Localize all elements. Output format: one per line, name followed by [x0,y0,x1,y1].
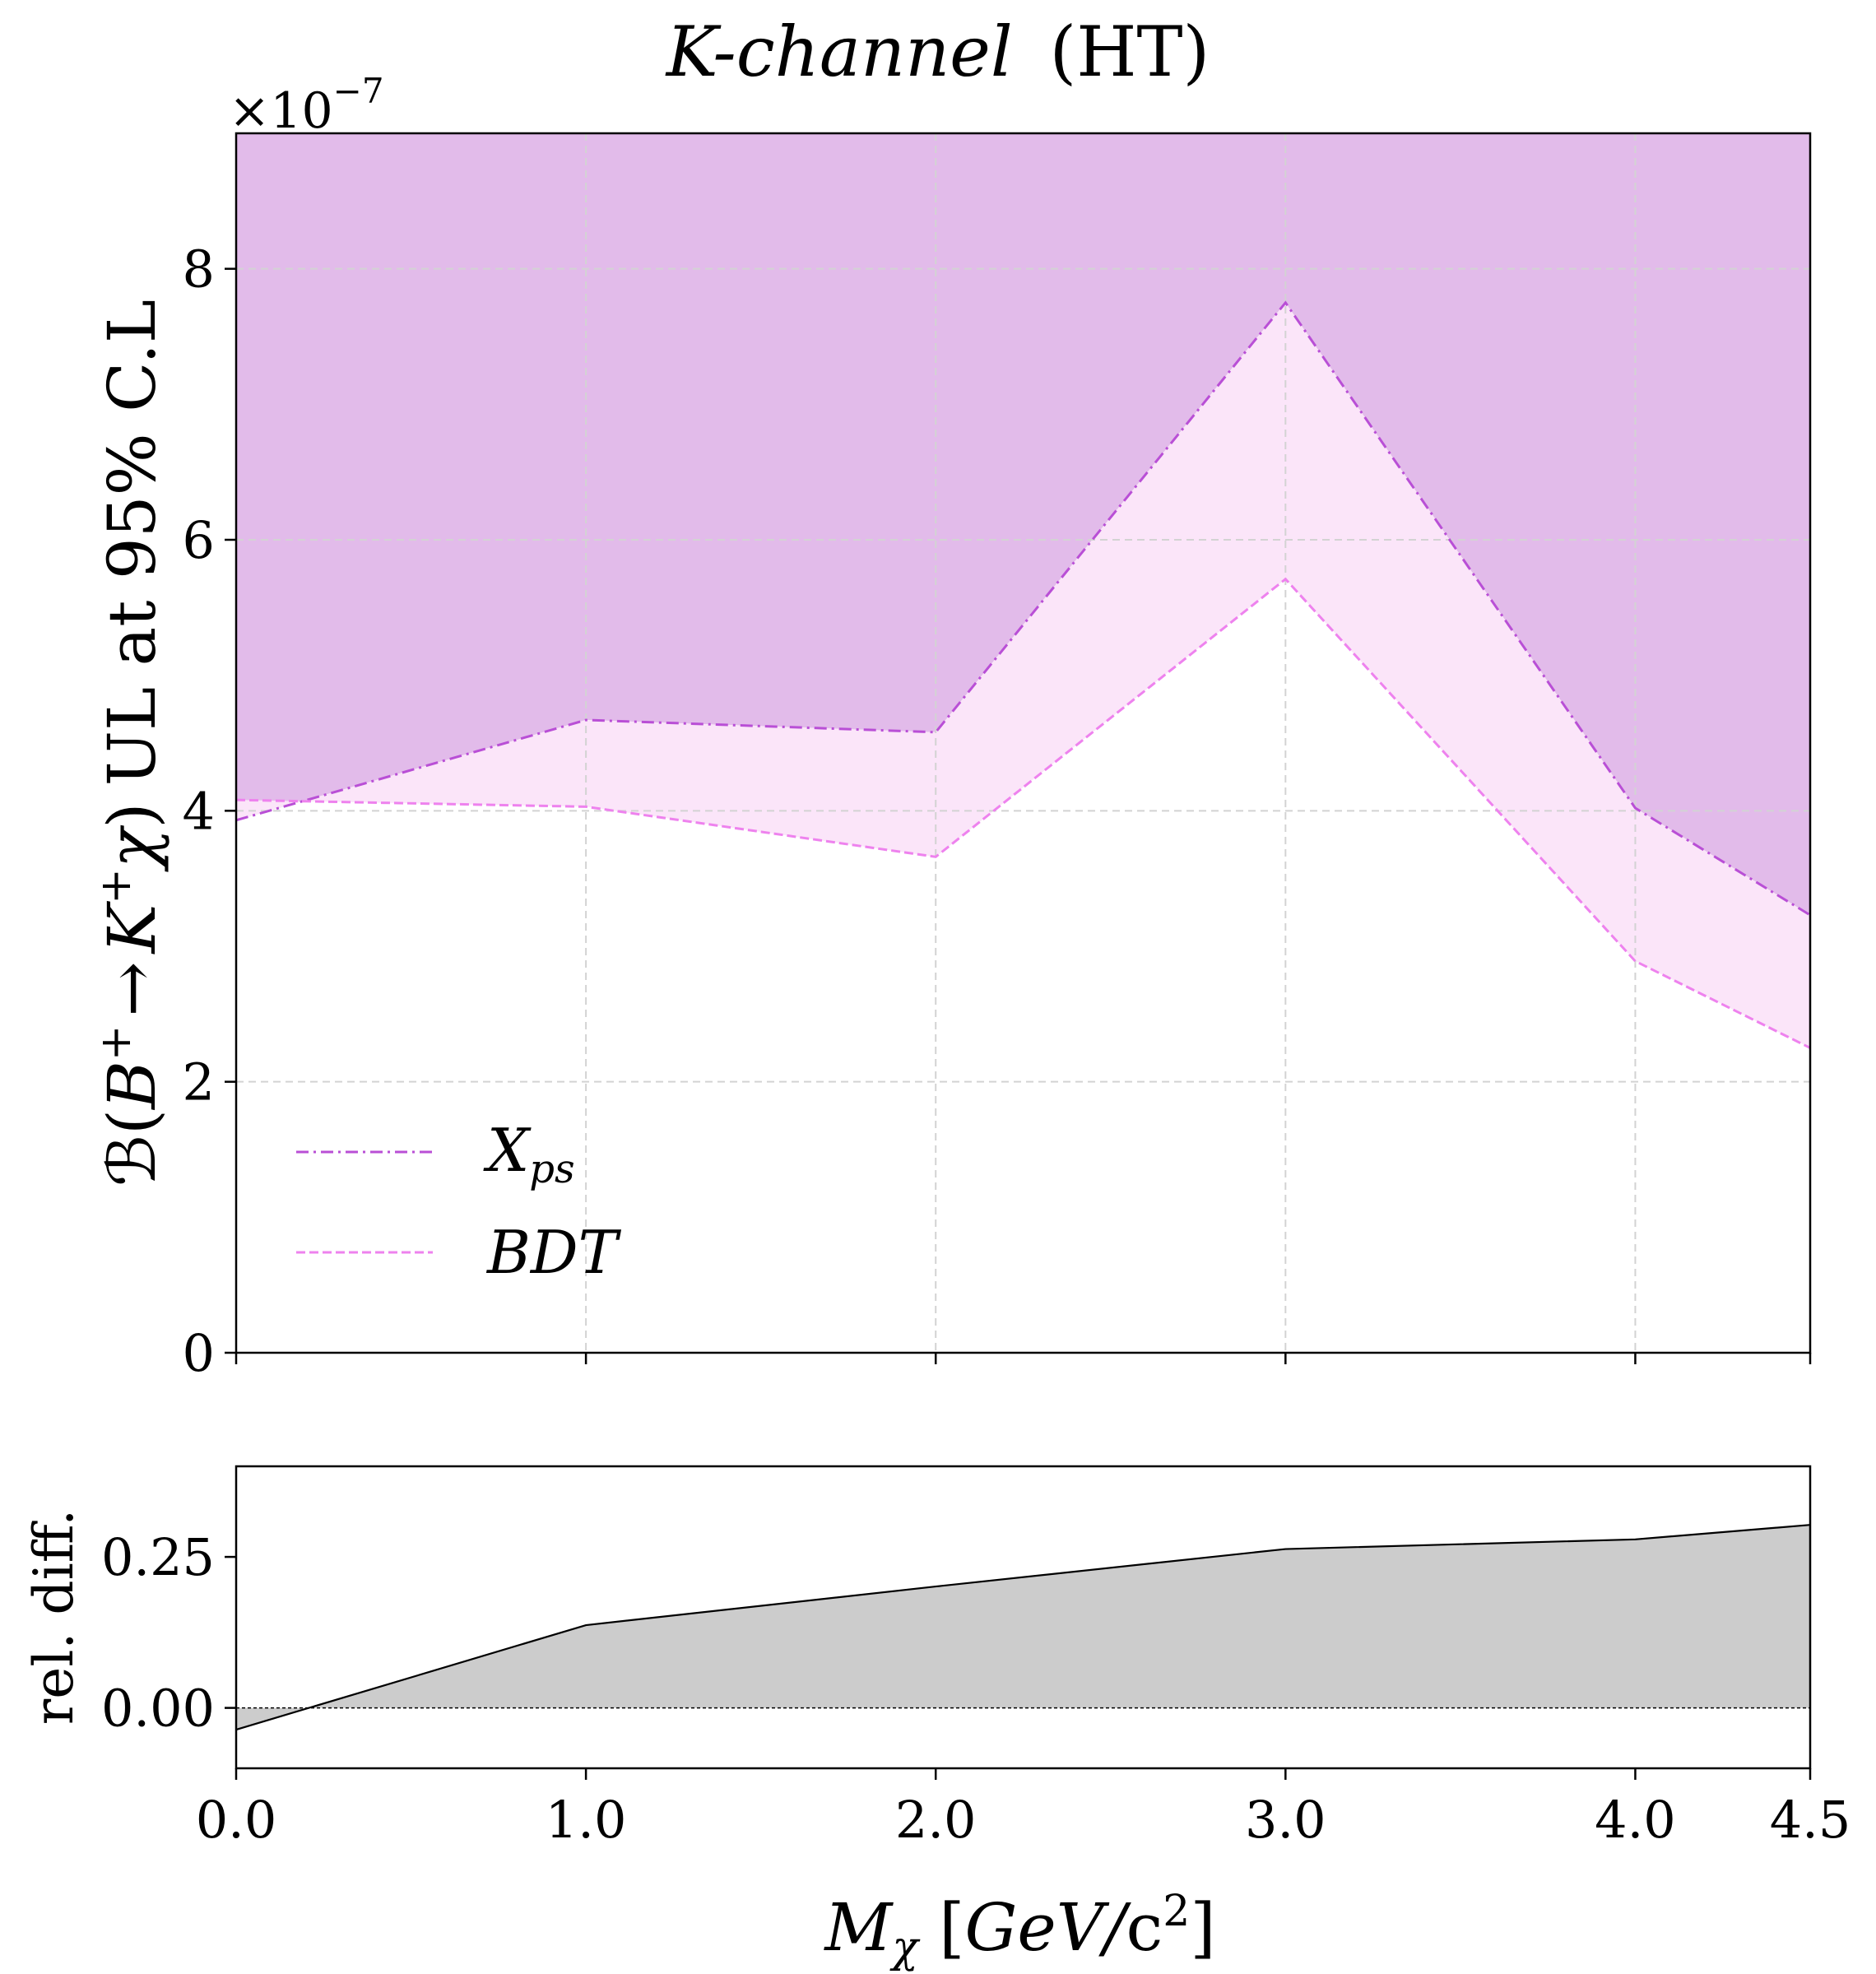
y-tick-label: 6 [183,510,215,570]
x-axis-label: Mχ [GeV/c2] [823,1887,1215,1972]
rel-diff-line [236,1524,1810,1731]
bottom-x-tick-labels: 0.0 1.0 2.0 3.0 4.0 4.5 [196,1790,1851,1850]
top-panel: 0 2 4 6 8 Xps BDT ℬ(B+→K+χ)UL at 95% C.L [91,132,1812,1383]
x-tick-label: 3.0 [1245,1790,1326,1850]
x-tick-label: 0.0 [196,1790,277,1850]
series-line-bdt [236,577,1810,1049]
top-y-axis-label: ℬ(B+→K+χ)UL at 95% C.L [91,300,170,1187]
x-tick-label: 2.0 [895,1790,977,1850]
legend-label-bdt: BDT [485,1218,622,1287]
legend-label-xps: Xps [483,1116,575,1192]
bottom-ticks [225,1555,1812,1780]
x-tick-label: 4.0 [1595,1790,1676,1850]
bottom-axes-frame [234,1465,1812,1770]
y-tick-label: 8 [183,239,215,300]
rel-diff-fill [236,1525,1810,1730]
fill-between-series [236,302,1810,1048]
y-tick-label: 4 [183,781,215,841]
legend: Xps BDT [296,1116,622,1287]
top-grid [236,133,1810,1353]
x-tick-label: 4.5 [1770,1790,1851,1850]
bottom-y-tick-labels: 0.00 0.25 [101,1527,215,1739]
top-y-tick-labels: 0 2 4 6 8 [183,239,215,1383]
chart-title: K-channel (HT) [665,12,1210,92]
y-tick-label: 2 [183,1052,215,1112]
series-line-xps [236,300,1810,917]
bottom-panel: 0.00 0.25 0.0 1.0 2.0 3.0 4.0 4.5 rel. diff. M… [22,1465,1851,1972]
y-tick-label: 0.00 [101,1679,215,1739]
y-tick-label: 0 [183,1323,215,1383]
x-tick-label: 1.0 [546,1790,627,1850]
top-ticks [225,267,1812,1364]
bottom-y-axis-label: rel. diff. [22,1509,86,1726]
y-tick-label: 0.25 [101,1527,215,1587]
fill-above-xps [236,133,1810,916]
y-exponent-label: ×10−7 [229,71,384,140]
top-axes-frame [234,132,1812,1354]
